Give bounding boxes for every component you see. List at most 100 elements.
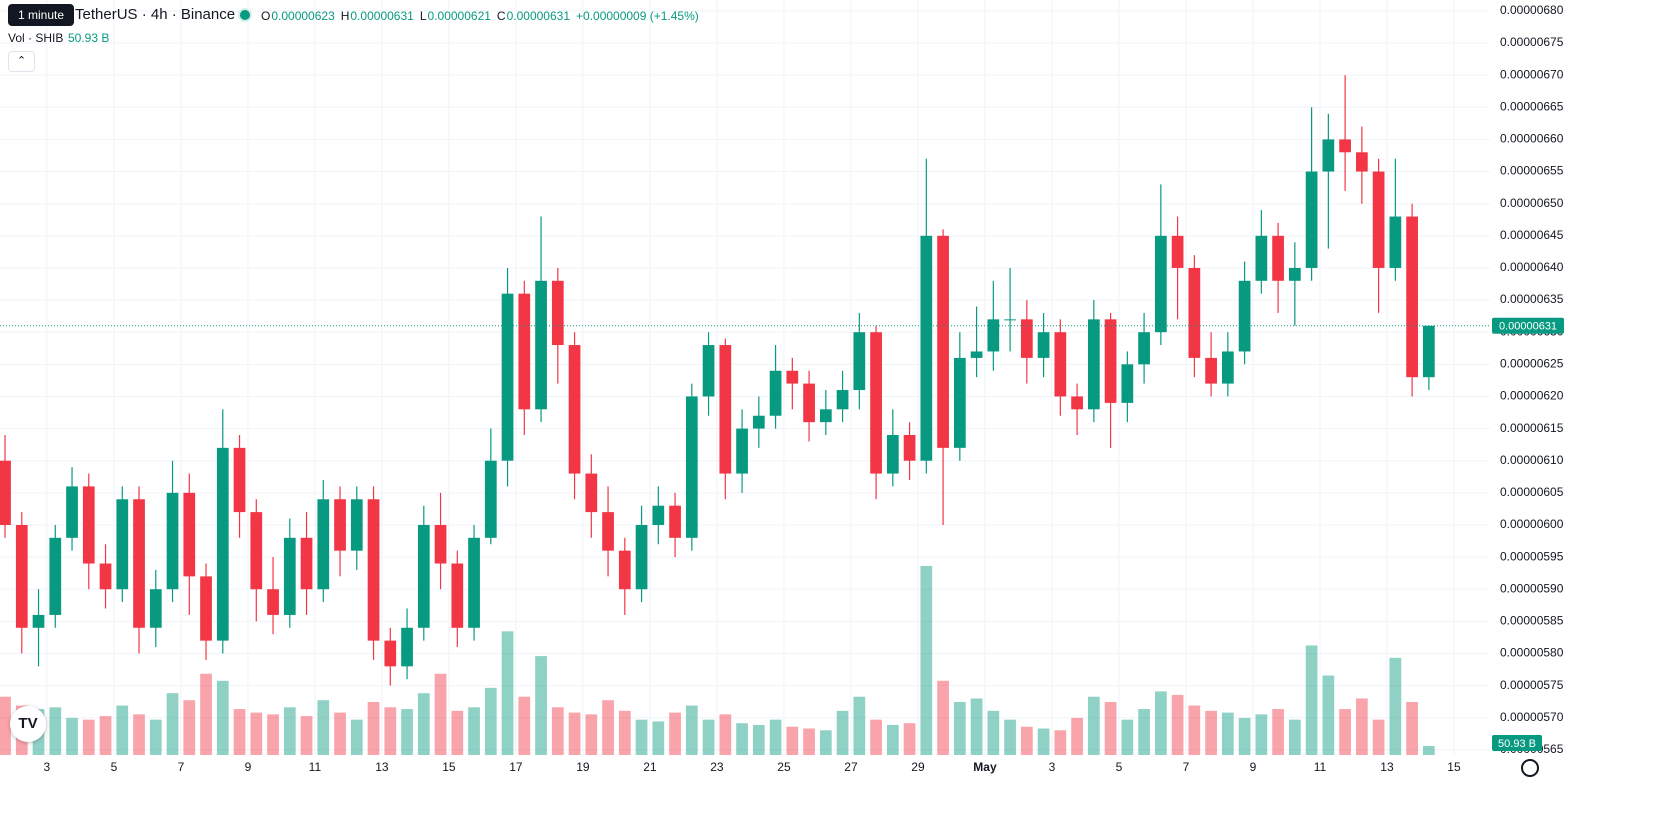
y-tick-label: 0.00000615 — [1500, 421, 1564, 435]
volume-bar — [417, 693, 430, 755]
volume-bar — [1154, 691, 1167, 755]
volume-bar — [1406, 702, 1418, 755]
volume-bar — [803, 728, 815, 755]
price-axis — [1490, 0, 1678, 835]
volume-bar — [836, 710, 849, 755]
candle-body — [853, 332, 866, 391]
candle-body — [535, 280, 547, 410]
candle-body — [1004, 319, 1016, 321]
candle-body — [685, 396, 698, 538]
volume-bar — [149, 719, 162, 755]
candle-body — [1422, 325, 1435, 378]
volume-bar — [1255, 714, 1268, 755]
volume-bar — [786, 726, 799, 755]
volume-bar — [886, 724, 899, 755]
x-tick-label: 25 — [777, 760, 791, 774]
y-tick-label: 0.00000645 — [1500, 228, 1564, 242]
volume-bar — [819, 730, 832, 755]
volume-bar — [1221, 712, 1234, 755]
candle-body — [267, 589, 279, 615]
candle-body — [1238, 280, 1251, 352]
volume-bar — [518, 696, 531, 755]
volume-pill — [1492, 735, 1542, 751]
candle-body — [1188, 267, 1201, 358]
candle-body — [15, 524, 28, 628]
volume-bar — [1037, 728, 1050, 755]
y-tick-label: 0.00000670 — [1500, 67, 1564, 81]
volume-bar — [300, 716, 313, 755]
candle-body — [1104, 319, 1117, 403]
candle-body — [1171, 235, 1184, 268]
x-tick-label: 15 — [442, 760, 456, 774]
candle-body — [116, 499, 129, 590]
candle-body — [970, 351, 983, 358]
volume-bar — [602, 700, 614, 755]
status-dot — [240, 10, 250, 20]
candle-body — [803, 383, 815, 423]
candle-body — [32, 614, 45, 628]
ohlc-value: 0.00000631 — [350, 9, 414, 23]
volume-bar — [635, 719, 648, 755]
volume-bar — [1355, 698, 1368, 755]
candle-body — [1087, 319, 1100, 410]
volume-bar — [685, 705, 698, 755]
volume-bar — [1087, 696, 1100, 755]
candle-body — [283, 537, 296, 615]
y-tick-label: 0.00000585 — [1500, 614, 1564, 628]
settings-icon[interactable] — [1521, 759, 1539, 777]
y-tick-label: 0.00000575 — [1500, 678, 1564, 692]
candle-body — [1205, 357, 1217, 384]
x-tick-label: 3 — [1049, 760, 1056, 774]
candle-body — [133, 499, 145, 628]
volume-bar — [200, 673, 212, 755]
candle-body — [82, 486, 95, 564]
candle-body — [49, 537, 62, 615]
volume-bar — [183, 700, 196, 755]
candle-body — [836, 390, 849, 410]
candle-body — [1355, 152, 1368, 172]
candle-body — [1305, 171, 1318, 268]
symbol[interactable]: TetherUS · 4h · Binance — [75, 6, 236, 23]
candle-body — [1372, 171, 1385, 268]
candle-body — [334, 499, 346, 551]
x-tick-label: 27 — [844, 760, 858, 774]
candle-body — [568, 345, 581, 474]
volume-bar — [484, 687, 497, 755]
candle-body — [1389, 216, 1402, 268]
y-tick-label: 0.00000570 — [1500, 710, 1564, 724]
volume-bar — [350, 719, 363, 755]
candle-body — [886, 435, 899, 474]
candle-body — [484, 460, 497, 538]
candle-body — [501, 293, 514, 461]
candle-body — [819, 409, 832, 423]
candle-body — [216, 447, 229, 641]
x-tick-label: 11 — [1314, 760, 1327, 774]
candle-body — [652, 505, 665, 525]
logo[interactable]: TV — [10, 706, 46, 742]
volume-bar — [1171, 694, 1184, 755]
y-tick-label: 0.00000680 — [1500, 3, 1564, 17]
volume-bar — [317, 700, 330, 755]
volume-bar — [1071, 717, 1083, 755]
candle-body — [769, 370, 782, 416]
volume-bar — [434, 673, 447, 755]
x-tick-label: 19 — [576, 760, 590, 774]
y-tick-label: 0.00000610 — [1500, 453, 1564, 467]
volume-bar — [1121, 719, 1134, 755]
y-tick-label: 0.00000580 — [1500, 646, 1564, 660]
volume-bar — [133, 714, 145, 755]
collapse-button[interactable]: ⌃ — [8, 51, 35, 72]
last-price-pill — [1492, 317, 1564, 334]
x-tick-label: May — [973, 760, 997, 774]
x-tick-label: 9 — [245, 760, 252, 774]
volume-bar — [451, 710, 464, 755]
y-tick-label: 0.00000605 — [1500, 485, 1564, 499]
volume-bar — [367, 702, 380, 755]
candle-body — [1154, 235, 1167, 333]
y-tick-label: 0.00000650 — [1500, 196, 1564, 210]
candle-body — [350, 499, 363, 551]
volume-bar — [736, 723, 748, 755]
volume-bar — [1004, 719, 1016, 755]
x-tick-label: 3 — [44, 760, 51, 774]
volume-bar — [920, 565, 933, 755]
